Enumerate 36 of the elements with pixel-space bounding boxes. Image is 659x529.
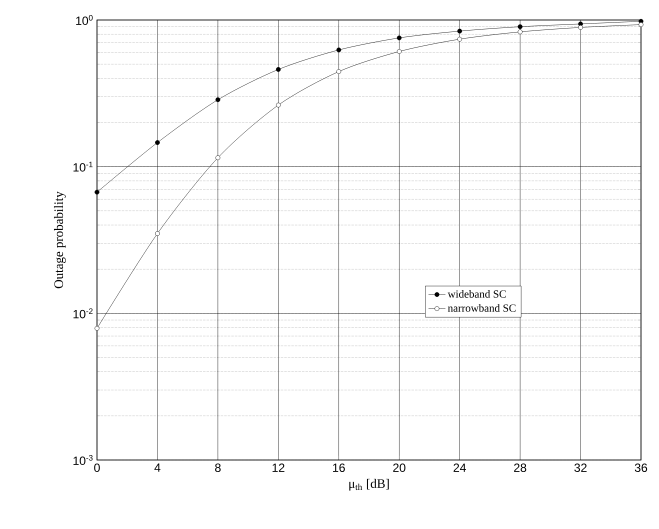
point bbox=[518, 24, 523, 30]
point bbox=[155, 231, 160, 236]
point bbox=[94, 326, 100, 331]
y-tick-label: 10$^{-2}$ bbox=[74, 308, 93, 318]
point bbox=[396, 49, 402, 54]
x-tick-label: 36 bbox=[634, 464, 648, 472]
legend-label: narrowband SC bbox=[448, 304, 516, 312]
x-tick-label: 0 bbox=[94, 464, 100, 472]
x-tick-label: 32 bbox=[574, 464, 587, 472]
point bbox=[336, 48, 342, 52]
point bbox=[396, 36, 402, 40]
y-tick-label: 10$^{-3}$ bbox=[74, 455, 93, 466]
point bbox=[94, 190, 100, 195]
legend-label: wideband SC bbox=[448, 290, 506, 298]
x-tick-label: 24 bbox=[454, 464, 466, 472]
point bbox=[518, 29, 523, 34]
y-axis-title: Outage probability bbox=[54, 191, 66, 288]
point bbox=[216, 155, 220, 160]
point bbox=[457, 28, 462, 34]
y-tick-label: 10$^{0}$ bbox=[76, 14, 93, 25]
x-axis-title: μ$_{th}$ [dB] bbox=[349, 478, 389, 491]
point bbox=[155, 140, 160, 145]
point bbox=[578, 25, 583, 30]
x-tick-label: 16 bbox=[333, 464, 345, 472]
x-tick-label: 28 bbox=[514, 464, 526, 472]
point bbox=[336, 69, 342, 74]
point bbox=[216, 97, 220, 102]
point bbox=[457, 36, 462, 42]
x-tick-label: 12 bbox=[272, 464, 284, 472]
point bbox=[638, 22, 644, 28]
point bbox=[276, 67, 281, 72]
x-tick-label: 20 bbox=[393, 464, 406, 472]
point bbox=[276, 102, 281, 108]
x-tick-label: 4 bbox=[154, 464, 160, 472]
x-tick-label: 8 bbox=[215, 464, 221, 472]
y-tick-label: 10$^{-1}$ bbox=[74, 162, 93, 172]
